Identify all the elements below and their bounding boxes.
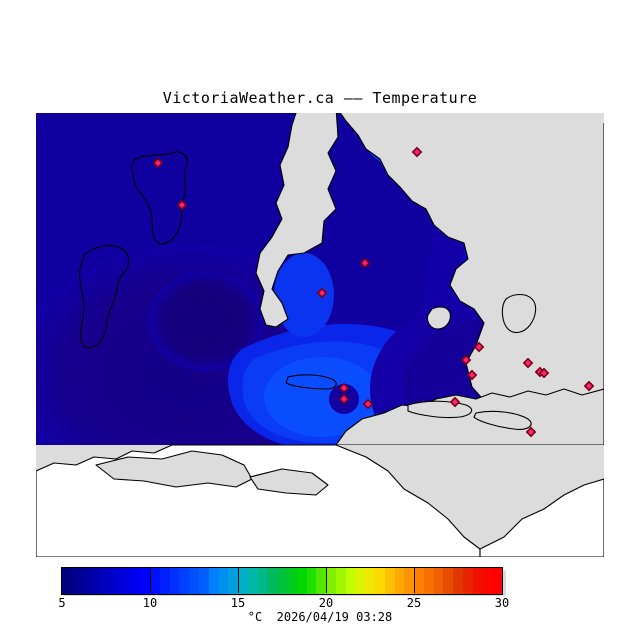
coastline-below-frame <box>36 444 604 557</box>
colorbar-gradient[interactable] <box>61 567 503 595</box>
colorbar-swatch <box>189 568 199 594</box>
colorbar-swatch <box>179 568 190 594</box>
cold-pool-island <box>148 271 264 371</box>
colorbar-tick-label: 5 <box>58 596 66 610</box>
colorbar-swatch <box>414 568 424 594</box>
colorbar-swatch <box>267 568 278 594</box>
colorbar-swatch <box>375 568 385 594</box>
colorbar-swatch <box>130 568 141 594</box>
island-southwest <box>79 245 130 349</box>
land-south-coast <box>335 388 604 445</box>
colorbar-swatch <box>120 568 131 594</box>
colorbar-tick-label: 30 <box>494 596 510 610</box>
coast-island-lower-b <box>249 468 329 496</box>
colorbar-swatch <box>159 568 170 594</box>
colorbar-swatch <box>208 568 219 594</box>
colorbar-swatch <box>443 568 454 594</box>
coast-shape-lower-right <box>479 478 604 557</box>
colorbar-swatch <box>101 568 111 594</box>
colorbar-swatch <box>277 568 287 594</box>
island-se-a <box>501 293 537 334</box>
colorbar-swatch <box>81 568 92 594</box>
colorbar-swatch <box>423 568 434 594</box>
colorbar-tick <box>150 567 151 593</box>
colorbar-tick <box>414 567 415 593</box>
colorbar-footer: °C 2026/04/19 03:28 <box>247 610 393 624</box>
colorbar-tick-label: 10 <box>142 596 158 610</box>
colorbar-swatch <box>71 568 82 594</box>
colorbar-swatch <box>62 568 72 594</box>
island-sliver <box>285 374 337 390</box>
colorbar-tick <box>326 567 327 593</box>
colorbar-swatch <box>91 568 102 594</box>
colorbar-swatch <box>257 568 268 594</box>
colorbar-tick-label: 20 <box>318 596 334 610</box>
cool-dot-a <box>329 384 359 414</box>
colorbar-swatch <box>404 568 415 594</box>
colorbar-swatch <box>384 568 395 594</box>
colorbar-swatch <box>355 568 366 594</box>
colorbar-swatch <box>365 568 375 594</box>
colorbar-swatch <box>218 568 229 594</box>
island-se-b <box>426 306 451 330</box>
map-panel[interactable] <box>36 113 604 557</box>
colorbar-swatch <box>453 568 464 594</box>
colorbar-swatch <box>110 568 121 594</box>
colorbar-swatch <box>228 568 239 594</box>
colorbar-swatch <box>296 568 307 594</box>
island-northwest <box>131 151 188 245</box>
colorbar-swatch <box>316 568 327 594</box>
colorbar-swatch <box>286 568 297 594</box>
colorbar-tick-label: 25 <box>406 596 422 610</box>
colorbar-swatch <box>482 568 493 594</box>
page-title: VictoriaWeather.ca —— Temperature <box>162 89 478 107</box>
landmasses <box>79 113 604 445</box>
colorbar-swatch <box>169 568 180 594</box>
colorbar-swatch <box>326 568 336 594</box>
colorbar-swatch <box>463 568 473 594</box>
warm-finger-north <box>274 253 334 337</box>
colorbar-tick <box>238 567 239 593</box>
colorbar-swatch <box>306 568 317 594</box>
colorbar-swatch <box>433 568 444 594</box>
colorbar-swatch <box>335 568 346 594</box>
warm-core-central <box>264 357 380 437</box>
colorbar-swatch <box>345 568 356 594</box>
colorbar-swatch <box>238 568 248 594</box>
colorbar-swatch <box>394 568 405 594</box>
land-north-edge <box>432 113 604 127</box>
colorbar-swatch <box>140 568 151 594</box>
colorbar-swatch <box>247 568 258 594</box>
colorbar-swatch <box>150 568 160 594</box>
colorbar-swatch <box>472 568 483 594</box>
colorbar-swatch <box>492 568 503 594</box>
colorbar[interactable]: 5 10 15 20 25 30 °C 2026/04/19 03:28 <box>36 566 604 626</box>
temperature-map[interactable] <box>36 113 604 557</box>
colorbar-tick-label: 15 <box>230 596 246 610</box>
land-west-mainland <box>255 113 339 328</box>
colorbar-swatch <box>198 568 209 594</box>
